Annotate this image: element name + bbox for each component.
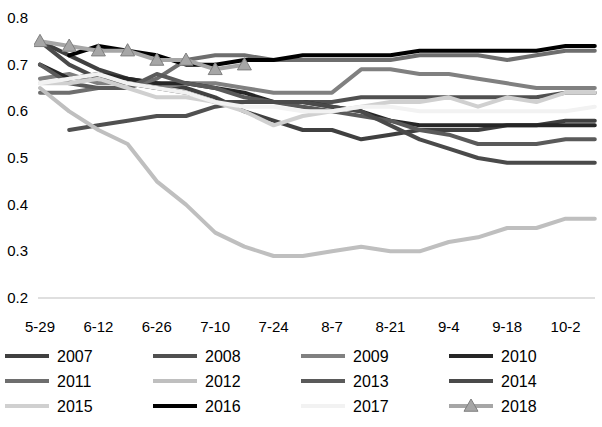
legend-swatch bbox=[301, 354, 345, 358]
legend-swatch bbox=[301, 404, 345, 408]
x-tick-label: 7-10 bbox=[200, 318, 230, 335]
legend-label: 2012 bbox=[205, 373, 241, 390]
legend-swatch bbox=[301, 379, 345, 383]
y-tick-label: 0.6 bbox=[7, 102, 28, 119]
x-tick-label: 10-2 bbox=[551, 318, 581, 335]
series-marker bbox=[150, 53, 164, 65]
legend-label: 2011 bbox=[57, 373, 92, 390]
x-tick-label: 9-4 bbox=[438, 318, 460, 335]
series-marker bbox=[62, 39, 76, 51]
legend-swatch bbox=[449, 379, 493, 383]
chart: 0.2 0.3 0.4 0.5 0.6 0.7 0.8 5-29 6-12 6-26 7-10 7-2… bbox=[0, 0, 602, 427]
x-tick-label: 8-7 bbox=[321, 318, 343, 335]
series-line bbox=[40, 41, 595, 139]
x-axis bbox=[38, 298, 595, 299]
legend-label: 2017 bbox=[353, 398, 389, 415]
y-tick-label: 0.5 bbox=[7, 149, 28, 166]
series-marker bbox=[237, 58, 251, 70]
series-line bbox=[40, 41, 595, 162]
x-tick-label: 6-26 bbox=[142, 318, 172, 335]
legend-swatch bbox=[449, 354, 493, 358]
y-tick-label: 0.7 bbox=[7, 56, 28, 73]
series-line bbox=[40, 74, 595, 111]
series-marker bbox=[91, 44, 105, 56]
y-tick-label: 0.2 bbox=[7, 289, 28, 306]
legend-label: 2008 bbox=[205, 348, 241, 365]
legend-label: 2018 bbox=[501, 398, 537, 415]
legend-label: 2009 bbox=[353, 348, 389, 365]
x-tick-label: 7-24 bbox=[259, 318, 289, 335]
x-tick-label: 8-21 bbox=[375, 318, 405, 335]
legend-swatch bbox=[5, 354, 49, 358]
x-tick-label: 6-12 bbox=[83, 318, 113, 335]
series-line bbox=[40, 65, 595, 126]
plot-area bbox=[34, 34, 595, 256]
x-tick-label: 5-29 bbox=[25, 318, 55, 335]
legend-swatch bbox=[153, 404, 197, 408]
legend-swatch bbox=[153, 379, 197, 383]
series-marker bbox=[121, 44, 135, 56]
x-tick-label: 9-18 bbox=[492, 318, 522, 335]
legend-swatch bbox=[5, 379, 49, 383]
legend-swatch bbox=[5, 404, 49, 408]
series-line bbox=[40, 79, 595, 126]
legend-label: 2015 bbox=[57, 398, 93, 415]
series-marker bbox=[34, 34, 47, 46]
legend-marker bbox=[464, 399, 478, 411]
legend-label: 2007 bbox=[57, 348, 93, 365]
legend-label: 2016 bbox=[205, 398, 241, 415]
legend-label: 2014 bbox=[501, 373, 537, 390]
legend-label: 2010 bbox=[501, 348, 537, 365]
series-marker bbox=[179, 53, 193, 65]
y-tick-label: 0.4 bbox=[7, 196, 28, 213]
series-marker bbox=[208, 62, 222, 74]
legend-label: 2013 bbox=[353, 373, 389, 390]
y-tick-label: 0.8 bbox=[7, 9, 28, 26]
y-tick-label: 0.3 bbox=[7, 242, 28, 259]
legend-swatch bbox=[153, 354, 197, 358]
